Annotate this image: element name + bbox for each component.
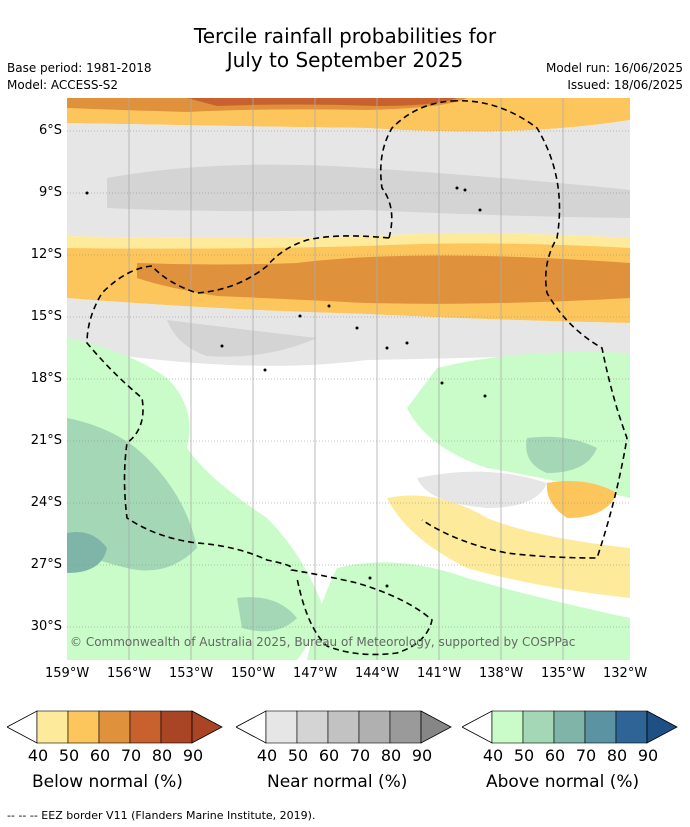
model-run: Model run: 16/06/2025 bbox=[545, 61, 683, 75]
legend-near-colorbar bbox=[235, 710, 452, 744]
legend-below-tick-70: 70 bbox=[120, 746, 142, 765]
below-band-top-core bbox=[187, 98, 457, 106]
eez-border-cook-inner bbox=[379, 100, 453, 239]
lat-label-15s: 15°S bbox=[30, 309, 62, 324]
lon-label-150w: 150°W bbox=[231, 666, 276, 681]
legend-above-tick-40: 40 bbox=[482, 746, 504, 765]
legend-near-tick-80: 80 bbox=[380, 746, 402, 765]
legend-above-tick-90: 90 bbox=[637, 746, 659, 765]
legend-below-normal: 40 50 60 70 80 90 Below normal (%) bbox=[6, 710, 223, 792]
below-patch-lower bbox=[387, 495, 630, 598]
legend-near-tick-50: 50 bbox=[287, 746, 309, 765]
lat-label-9s: 9°S bbox=[38, 185, 62, 200]
meta-right: Model run: 16/06/2025 Issued: 18/06/2025 bbox=[546, 60, 683, 94]
rainfall-probability-map: © Commonwealth of Australia 2025, Bureau… bbox=[67, 98, 630, 660]
islands bbox=[85, 186, 487, 588]
lat-label-27s: 27°S bbox=[30, 557, 62, 572]
near-patch-southeast bbox=[417, 471, 547, 508]
model-name: Model: ACCESS-S2 bbox=[7, 78, 119, 92]
lon-label-144w: 144°W bbox=[355, 666, 400, 681]
lat-label-12s: 12°S bbox=[30, 247, 62, 262]
lat-label-24s: 24°S bbox=[30, 495, 62, 510]
legend-below-tick-60: 60 bbox=[89, 746, 111, 765]
legend-near-tick-60: 60 bbox=[318, 746, 340, 765]
above-region-west-core bbox=[67, 532, 107, 573]
eez-border-kiribati-line bbox=[86, 235, 433, 656]
lat-label-18s: 18°S bbox=[30, 371, 62, 386]
legend-below-colorbar bbox=[6, 710, 223, 744]
issued-date: Issued: 18/06/2025 bbox=[567, 78, 683, 92]
legend-below-tick-40: 40 bbox=[27, 746, 49, 765]
eez-borders bbox=[86, 99, 628, 656]
legend-near-tick-90: 90 bbox=[411, 746, 433, 765]
lon-label-132w: 132°W bbox=[603, 666, 648, 681]
base-period: Base period: 1981-2018 bbox=[7, 61, 152, 75]
chart-title: Tercile rainfall probabilities for July … bbox=[0, 24, 690, 72]
meta-left: Base period: 1981-2018 Model: ACCESS-S2 bbox=[7, 60, 152, 94]
legend-above-tick-80: 80 bbox=[606, 746, 628, 765]
lon-label-135w: 135°W bbox=[541, 666, 586, 681]
below-band-middle-strong bbox=[137, 255, 630, 304]
legend-above-colorbar bbox=[461, 710, 678, 744]
lat-label-6s: 6°S bbox=[38, 123, 62, 138]
legend-above-caption: Above normal (%) bbox=[486, 772, 640, 792]
lon-label-153w: 153°W bbox=[169, 666, 214, 681]
near-band-upper-core bbox=[107, 164, 630, 218]
copyright-text: © Commonwealth of Australia 2025, Bureau… bbox=[70, 635, 575, 649]
legend-near-normal: 40 50 60 70 80 90 Near normal (%) bbox=[235, 710, 452, 792]
eez-border-marquesas bbox=[421, 99, 628, 559]
legend-below-tick-50: 50 bbox=[58, 746, 80, 765]
title-line-2: July to September 2025 bbox=[226, 48, 464, 72]
title-line-1: Tercile rainfall probabilities for bbox=[193, 24, 497, 48]
lon-label-147w: 147°W bbox=[293, 666, 338, 681]
legend-above-tick-70: 70 bbox=[575, 746, 597, 765]
above-region-west bbox=[67, 338, 327, 660]
legend-below-caption: Below normal (%) bbox=[32, 772, 183, 792]
near-band-lower-core bbox=[167, 320, 317, 357]
legend-above-normal: 40 50 60 70 80 90 Above normal (%) bbox=[461, 710, 678, 792]
legend-near-caption: Near normal (%) bbox=[267, 772, 408, 792]
legend-above-tick-50: 50 bbox=[513, 746, 535, 765]
longitude-gridlines bbox=[128, 98, 564, 660]
above-region-south-strong bbox=[237, 597, 297, 632]
lon-label-138w: 138°W bbox=[479, 666, 524, 681]
legend-near-tick-40: 40 bbox=[256, 746, 278, 765]
above-region-west-strong bbox=[67, 418, 197, 571]
lon-label-156w: 156°W bbox=[107, 666, 152, 681]
legend-near-tick-70: 70 bbox=[349, 746, 371, 765]
eez-footnote: -- -- -- EEZ border V11 (Flanders Marine… bbox=[7, 809, 316, 822]
lat-label-30s: 30°S bbox=[30, 619, 62, 634]
lon-label-141w: 141°W bbox=[417, 666, 462, 681]
below-patch-east bbox=[546, 480, 617, 518]
legend-below-tick-90: 90 bbox=[182, 746, 204, 765]
above-region-east-strong bbox=[526, 436, 597, 473]
lat-label-21s: 21°S bbox=[30, 433, 62, 448]
legend-below-tick-80: 80 bbox=[151, 746, 173, 765]
lon-label-159w: 159°W bbox=[45, 666, 90, 681]
legend-above-tick-60: 60 bbox=[544, 746, 566, 765]
latitude-gridlines bbox=[67, 130, 630, 628]
